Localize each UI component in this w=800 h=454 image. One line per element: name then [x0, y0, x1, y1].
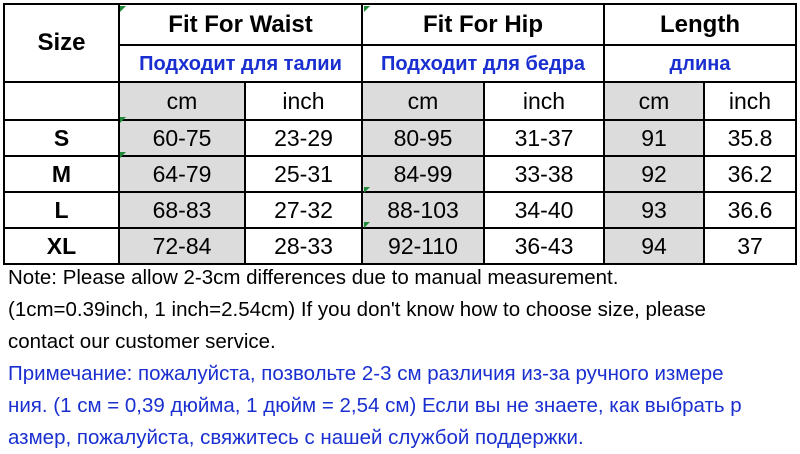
cell-marker-icon [120, 117, 126, 123]
cell-marker-icon [364, 6, 370, 12]
hip-cm-cell: 80-95 [361, 119, 485, 157]
waist-inch-cell: 27-32 [244, 191, 363, 229]
unit-length-inch: inch [703, 81, 797, 121]
hip-header-en: Fit For Hip [361, 3, 605, 46]
size-label: S [3, 119, 120, 157]
table-row: M 64-79 25-31 84-99 33-38 92 36.2 [3, 155, 797, 193]
table-row: XL 72-84 28-33 92-110 36-43 94 37 [3, 227, 797, 265]
hip-inch-cell: 33-38 [483, 155, 605, 193]
length-cm-cell: 92 [603, 155, 705, 193]
header-row-ru: Подходит для талии Подходит для бедра дл… [4, 44, 797, 83]
hip-cm-cell: 88-103 [361, 191, 485, 229]
waist-inch-cell: 28-33 [244, 227, 363, 265]
hip-cm-cell: 92-110 [361, 227, 485, 265]
table-row: S 60-75 23-29 80-95 31-37 91 35.8 [3, 119, 797, 157]
unit-length-cm: cm [603, 81, 705, 121]
length-header-en: Length [603, 3, 797, 46]
waist-cm-cell: 60-75 [118, 119, 246, 157]
hip-header-ru: Подходит для бедра [361, 44, 605, 83]
waist-cm-cell: 72-84 [118, 227, 246, 265]
length-cm-cell: 91 [603, 119, 705, 157]
size-column-header: Size [3, 3, 120, 83]
hip-inch-cell: 31-37 [483, 119, 605, 157]
length-inch-cell: 36.2 [703, 155, 797, 193]
cell-marker-icon [364, 222, 370, 228]
waist-header-en: Fit For Waist [118, 3, 363, 46]
waist-header-ru: Подходит для талии [118, 44, 363, 83]
unit-empty-cell [3, 81, 120, 121]
unit-hip-cm: cm [361, 81, 485, 121]
waist-cm-cell: 64-79 [118, 155, 246, 193]
size-label: L [3, 191, 120, 229]
unit-waist-inch: inch [244, 81, 363, 121]
unit-hip-inch: inch [483, 81, 605, 121]
header-row-en: Size Fit For Waist Fit For Hip Length [3, 3, 797, 83]
note-text-en: Note: Please allow 2-3cm differences due… [8, 266, 706, 353]
hip-inch-cell: 34-40 [483, 191, 605, 229]
length-inch-cell: 35.8 [703, 119, 797, 157]
cell-marker-icon [120, 152, 126, 158]
length-header-ru: длина [603, 44, 797, 83]
table-row: L 68-83 27-32 88-103 34-40 93 36.6 [3, 191, 797, 229]
length-inch-cell: 36.6 [703, 191, 797, 229]
length-inch-cell: 37 [703, 227, 797, 265]
cell-marker-icon [120, 6, 126, 12]
hip-cm-cell: 84-99 [361, 155, 485, 193]
waist-cm-cell: 68-83 [118, 191, 246, 229]
size-label: XL [3, 227, 120, 265]
length-cm-cell: 93 [603, 191, 705, 229]
waist-inch-cell: 25-31 [244, 155, 363, 193]
note-text-ru: Примечание: пожалуйста, позвольте 2-3 см… [8, 362, 742, 449]
size-label: M [3, 155, 120, 193]
cell-marker-icon [364, 187, 370, 193]
waist-inch-cell: 23-29 [244, 119, 363, 157]
unit-row: cm inch cm inch cm inch [3, 81, 797, 121]
length-cm-cell: 94 [603, 227, 705, 265]
size-chart-table: Size Fit For Waist Fit For Hip Length По… [3, 3, 797, 265]
hip-inch-cell: 36-43 [483, 227, 605, 265]
unit-waist-cm: cm [118, 81, 246, 121]
